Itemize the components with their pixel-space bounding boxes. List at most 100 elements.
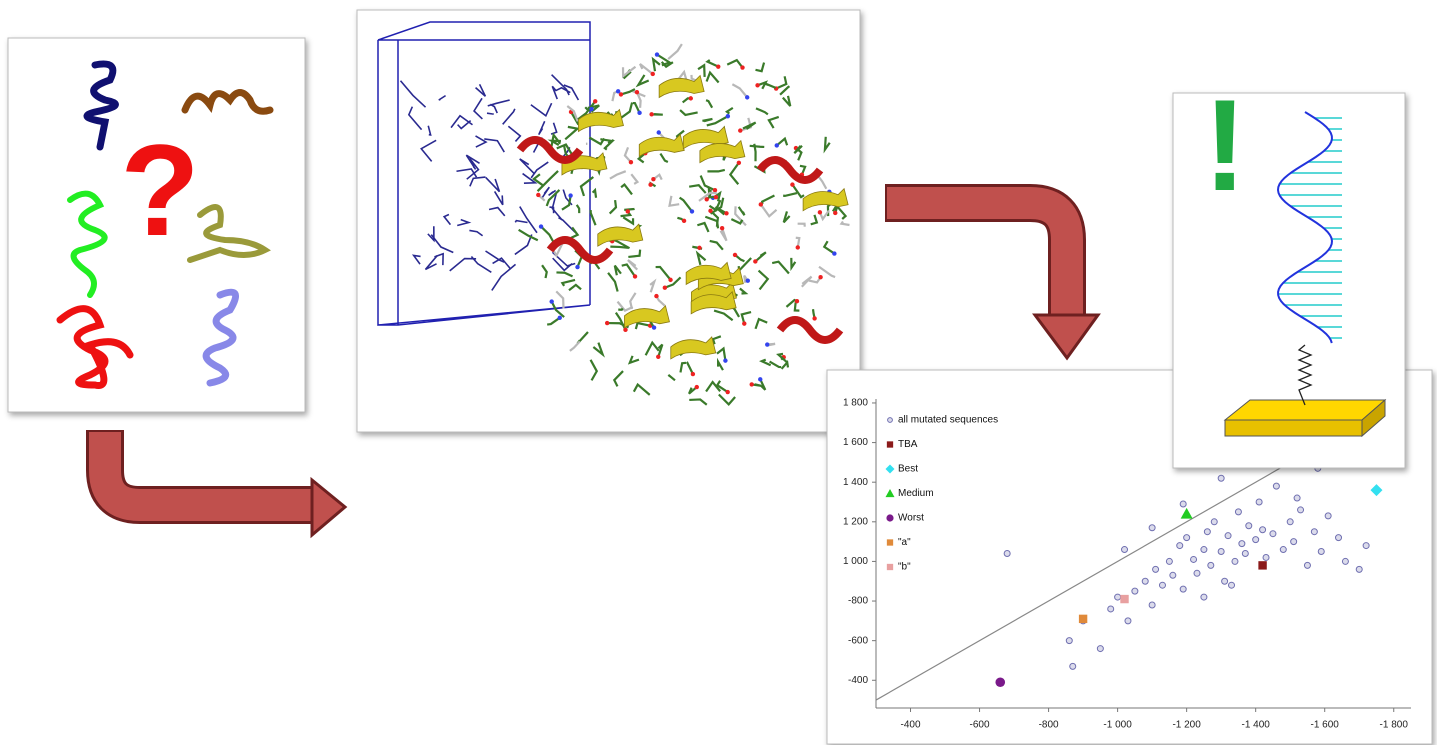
ligand-bond [551, 85, 558, 100]
residue [709, 239, 724, 251]
panel-frame [356, 9, 861, 433]
atom [651, 325, 657, 330]
point [1152, 565, 1160, 573]
arrow-body [887, 187, 1083, 320]
residue [739, 287, 749, 295]
point [1190, 555, 1198, 563]
residue [797, 222, 806, 227]
atom [812, 316, 817, 321]
residue [678, 196, 693, 213]
atom [694, 384, 699, 390]
ligand-bond [548, 189, 557, 197]
residue [705, 380, 722, 393]
atom [538, 224, 544, 229]
legend-label: Best [898, 464, 918, 475]
residue [537, 194, 546, 202]
residue [589, 210, 597, 226]
point [1096, 645, 1104, 653]
point [1234, 508, 1242, 516]
atom [742, 321, 747, 326]
legend-marker [885, 464, 895, 474]
residue [705, 70, 720, 84]
ligand-bond [475, 135, 488, 148]
y-tick-label: 1 400 [843, 477, 868, 488]
y-tick-label: 1 800 [843, 398, 868, 409]
atom [604, 320, 610, 326]
residue [740, 311, 752, 324]
ligand-bond [519, 206, 538, 234]
residue [839, 220, 850, 227]
y-tick-label: 1 000 [843, 556, 868, 567]
residue [719, 227, 728, 242]
residue [754, 251, 767, 263]
atom [549, 299, 554, 304]
point [1255, 498, 1263, 506]
sheet [638, 133, 685, 158]
point [1341, 557, 1349, 565]
molecule-panel [356, 9, 861, 433]
ligand-bond [438, 94, 447, 101]
residue [801, 275, 813, 288]
legend-marker [887, 417, 893, 423]
atom [615, 89, 621, 94]
ligand-bond [471, 160, 475, 169]
point [1107, 605, 1115, 613]
residue [759, 378, 767, 391]
residue [711, 335, 722, 345]
residue [699, 175, 716, 192]
atom [536, 192, 541, 198]
point [1124, 617, 1132, 625]
legend-label: "b" [898, 562, 911, 573]
exclamation-mark: ! [1203, 72, 1246, 218]
atom [794, 298, 800, 304]
point [1180, 507, 1193, 519]
residue [547, 316, 561, 326]
helix [546, 236, 614, 264]
arrow-outline [885, 184, 1086, 320]
atom [637, 110, 642, 116]
residue [556, 143, 575, 158]
point [1317, 548, 1325, 556]
residue [810, 214, 819, 226]
atom [774, 143, 779, 148]
residue [713, 309, 734, 322]
point [1065, 637, 1073, 645]
ligand-bond [427, 226, 435, 243]
residue [689, 398, 708, 406]
point [1286, 518, 1294, 526]
ligand-bond [449, 257, 477, 272]
residue [610, 245, 629, 249]
point [1210, 518, 1218, 526]
atom [662, 285, 668, 290]
ligand-bond [541, 186, 550, 199]
ligand-bond [514, 219, 528, 224]
legend-label: all mutated sequences [898, 415, 998, 426]
point [1078, 614, 1088, 624]
atom [632, 274, 638, 279]
residue [739, 117, 753, 132]
point [1120, 594, 1129, 604]
point [1003, 550, 1011, 557]
helix [756, 156, 824, 184]
residue [612, 370, 624, 387]
residue [714, 206, 728, 216]
point [1335, 534, 1343, 542]
surface-top [1223, 399, 1387, 421]
point [1203, 528, 1211, 536]
surface-front [1224, 419, 1363, 437]
x-tick-label: -1 000 [1103, 720, 1132, 731]
residue [566, 105, 579, 122]
ligand-bond [485, 250, 505, 263]
point [1252, 536, 1260, 544]
sheet [624, 304, 670, 329]
atom [795, 245, 800, 250]
atom [758, 377, 763, 382]
ligand-bond [514, 234, 533, 256]
residue [656, 53, 673, 67]
residue [621, 263, 636, 278]
residue [697, 221, 710, 233]
question-mark: ? [120, 117, 199, 263]
residue [603, 139, 615, 151]
residue [608, 199, 618, 215]
legend-label: Medium [898, 488, 934, 499]
